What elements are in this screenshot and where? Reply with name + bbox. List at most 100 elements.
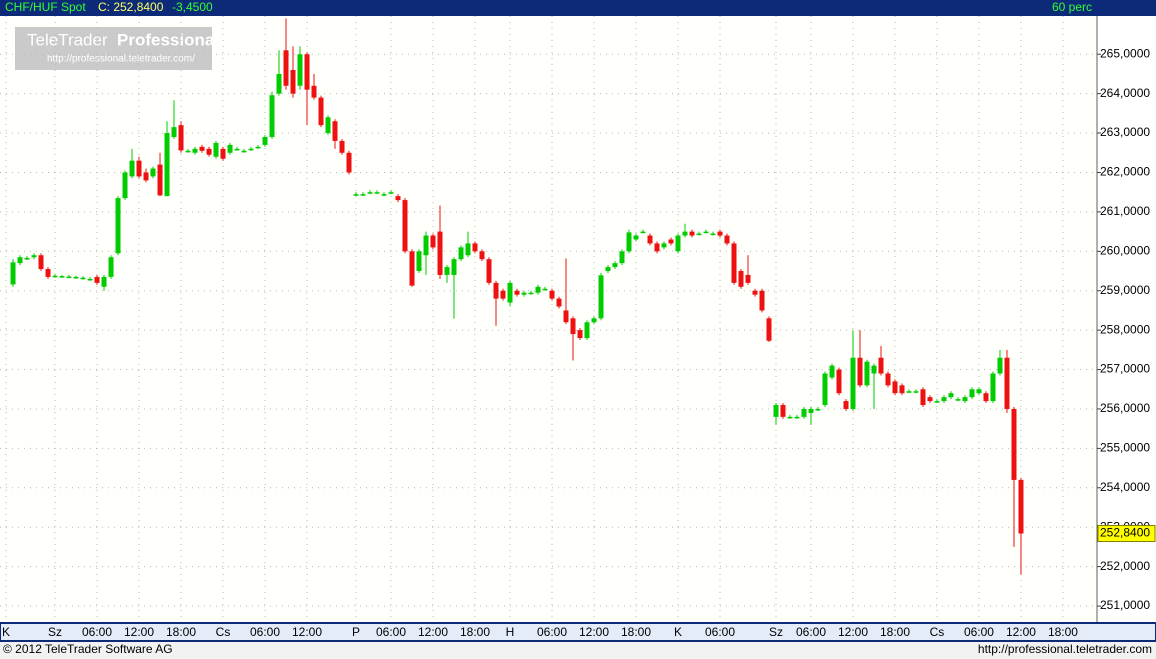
candle-body [794,416,800,419]
candle-body [318,97,324,126]
candle-body [311,85,317,98]
candle-body [164,133,170,197]
candle-body [332,121,338,141]
candle-body [220,148,226,159]
candle-body [766,318,772,341]
candle-body [815,408,821,411]
x-tick-label: 12:00 [124,625,154,639]
candle-body [969,389,975,398]
candle-body [703,231,709,234]
footer-bar [0,642,1156,659]
y-tick-label: 251,0000 [1100,598,1150,612]
candle-body [577,330,583,339]
candle-body [10,262,16,285]
x-tick-label: 12:00 [1006,625,1036,639]
candle-body [955,399,961,401]
candle-body [472,243,478,252]
candle-body [787,416,793,419]
candle-body [822,373,828,406]
candle-body [661,243,667,248]
y-tick-label: 257,0000 [1100,362,1150,376]
y-tick-label: 260,0000 [1100,243,1150,257]
candle-body [927,397,933,402]
header-bar [0,0,1156,16]
candle-body [878,357,884,374]
x-tick-label: 06:00 [537,625,567,639]
candle-body [780,405,786,417]
y-tick-label: 254,0000 [1100,480,1150,494]
candle-body [101,276,107,287]
header-close: C: 252,8400 [98,0,164,14]
candle-body [710,233,716,236]
x-tick-label: 06:00 [964,625,994,639]
candle-body [997,357,1003,374]
y-tick-label: 265,0000 [1100,46,1150,60]
candle-body [857,357,863,386]
candle-body [276,73,282,94]
candle-body [241,150,247,153]
x-axis-bar [0,622,1156,642]
candle-body [864,361,870,386]
candle-body [388,192,394,194]
candle-body [297,54,303,86]
candle-body [871,365,877,374]
candle-body [549,290,555,299]
candle-body [73,276,79,279]
last-price-box [1097,525,1156,543]
candle-body [801,408,807,417]
candle-body [38,255,44,270]
candle-body [353,194,359,196]
candle-body [493,282,499,299]
watermark-box [15,27,212,70]
candle-body [535,286,541,293]
watermark-product: Professional [117,30,219,49]
x-tick-label: 12:00 [418,625,448,639]
last-price-label: 252,8400 [1100,526,1150,540]
candle-body [45,269,51,277]
instrument: CHF/HUF Spot [5,0,86,14]
x-tick-label: 18:00 [1048,625,1078,639]
y-tick-label: 262,0000 [1100,165,1150,179]
candle-body [423,235,429,256]
candle-body [514,290,520,295]
x-tick-label: 06:00 [82,625,112,639]
candle-body [479,251,485,260]
candle-body [458,247,464,260]
candle-body [948,393,954,398]
candle-body [542,288,548,291]
candle-body [31,255,37,258]
candle-body [675,235,681,252]
candle-body [339,140,345,153]
candle-body [808,408,814,413]
candle-body [360,194,366,196]
candle-body [668,239,674,244]
y-tick-label: 255,0000 [1100,441,1150,455]
candle-body [80,277,86,280]
candle-body [605,267,611,272]
candle-body [752,290,758,295]
candle-body [283,50,289,86]
candle-body [416,251,422,272]
header-change: -3,4500 [172,0,213,14]
candle-body [850,357,856,409]
candle-body [143,172,149,181]
candle-body [507,282,513,303]
candle-body [66,276,72,279]
x-tick-label: H [506,625,515,639]
candle-body [227,144,233,153]
footer-copyright: © 2012 TeleTrader Software AG [3,642,173,656]
candle-body [598,275,604,319]
candle-body [402,200,408,252]
x-tick-label: 12:00 [579,625,609,639]
candle-body [913,391,919,393]
x-tick-label: Sz [769,625,783,639]
candle-body [654,243,660,252]
candle-body [451,259,457,275]
candle-body [255,146,261,149]
y-tick-label: 263,0000 [1100,125,1150,139]
candle-body [1018,479,1024,534]
candle-body [136,160,142,177]
x-tick-label: K [674,625,682,639]
candle-body [906,391,912,393]
